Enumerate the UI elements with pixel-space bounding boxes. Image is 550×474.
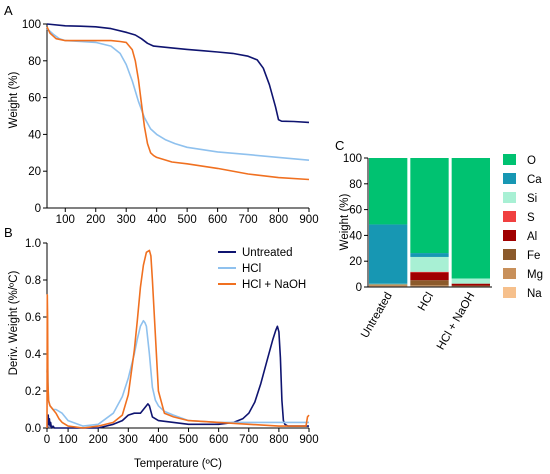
panel-b-x-tick-label: 500 — [179, 434, 198, 446]
bar-segment-o — [410, 158, 449, 254]
panel-b-y-tick-label: 0.6 — [25, 312, 41, 324]
legend-swatch-o — [503, 154, 516, 165]
panel-b-x-tick-label: 700 — [239, 434, 258, 446]
panel-b-x-tick-label: 200 — [89, 434, 108, 446]
legend-swatch-mg — [503, 268, 516, 279]
panel-b-plot: 0.0 0.2 0.4 0.6 0.8 1.0 0 100 200 300 400 500 600 700… — [25, 238, 319, 446]
bar-segment-fe — [451, 285, 490, 287]
legend-swatch-s — [503, 211, 516, 222]
panel-a-y-axis-title: Weight (%) — [8, 72, 20, 129]
bar-segment-o — [451, 158, 490, 279]
legend-label-fe: Fe — [527, 250, 540, 262]
panel-c-y-tick-label: 20 — [349, 256, 362, 268]
panel-c-category-label: Untreated — [359, 291, 395, 341]
panel-b-x-tick-label: 800 — [269, 434, 288, 446]
panel-a-x-tick-label: 700 — [238, 214, 257, 226]
legend-label-al: Al — [527, 231, 537, 243]
bar-segment-ca — [410, 253, 449, 257]
panel-a-x-tick-label: 400 — [147, 214, 166, 226]
panel-a-x-tick-label: 800 — [269, 214, 288, 226]
legend-swatch-al — [503, 230, 516, 241]
panel-a-series-hcl_naoh — [46, 26, 310, 181]
panel-b-series-untreated — [46, 325, 309, 429]
bar-segment-al — [451, 283, 490, 286]
panel-c-y-tick-label: 40 — [349, 230, 362, 242]
panel-b-legend: Untreated HCl HCl + NaOH — [218, 247, 306, 291]
panel-a-x-tick-label: 500 — [178, 214, 197, 226]
panel-c-y-tick-label: 60 — [349, 205, 362, 217]
legend-swatch-si — [503, 192, 516, 203]
bar-segment-o — [369, 158, 408, 225]
panel-a-y-tick-label: 80 — [28, 56, 41, 68]
bar-segment-mg — [451, 286, 490, 287]
panel-b-x-tick-label: 0 — [44, 434, 50, 446]
panel-b-y-tick-label: 0.0 — [25, 423, 41, 435]
legend-label-s: S — [527, 212, 535, 224]
legend-label-hcl: HCl — [242, 263, 261, 275]
bar-segment-al — [410, 272, 449, 281]
panel-c-category-label: HCl — [416, 291, 436, 314]
panel-b-y-tick-label: 0.2 — [25, 386, 41, 398]
panel-b-x-tick-label: 100 — [58, 434, 77, 446]
panel-a-y-tick-label: 0 — [35, 203, 41, 215]
bar-segment-si — [410, 256, 449, 272]
panel-a-x-tick-label: 600 — [208, 214, 227, 226]
panel-a-y-tick-label: 40 — [28, 129, 41, 141]
legend-swatch-ca — [503, 173, 516, 184]
legend-swatch-fe — [503, 249, 516, 260]
panel-a-series-untreated — [46, 23, 310, 124]
legend-label-mg: Mg — [527, 269, 543, 281]
bar-segment-si — [369, 283, 408, 285]
panel-b-label: B — [4, 225, 13, 240]
legend-label-na: Na — [527, 288, 542, 300]
bar-segment-mg — [369, 285, 408, 287]
panel-b-x-axis-title: Temperature (ºC) — [134, 458, 222, 470]
bar-segment-si — [451, 278, 490, 284]
panel-b-series-hcl_naoh — [46, 249, 310, 429]
panel-a-y-tick-label: 60 — [28, 93, 41, 105]
bar-segment-fe — [410, 280, 449, 286]
panel-a-x-tick-label: 900 — [299, 214, 318, 226]
bar-segment-ca — [369, 224, 408, 284]
legend-label-hcl-naoh: HCl + NaOH — [242, 279, 306, 291]
panel-b-y-tick-label: 1.0 — [25, 238, 41, 250]
panel-b-y-tick-label: 0.4 — [25, 349, 42, 361]
panel-c-y-tick-label: 80 — [349, 179, 362, 191]
panel-b-series-hcl — [46, 319, 309, 427]
panel-c-category-label: HCl + NaOH — [435, 291, 478, 353]
panel-c-y-axis-title: Weight (%) — [339, 194, 351, 251]
panel-a-x-tick-label: 300 — [117, 214, 136, 226]
panel-b-y-tick-label: 0.8 — [25, 275, 41, 287]
panel-a-x-tick-label: 200 — [86, 214, 105, 226]
panel-a-x-tick-label: 100 — [56, 214, 75, 226]
panel-b-x-tick-label: 300 — [119, 434, 138, 446]
legend-label-ca: Ca — [527, 174, 542, 186]
panel-a-y-tick-label: 100 — [22, 19, 41, 31]
panel-b-x-tick-label: 900 — [299, 434, 318, 446]
panel-a-label: A — [4, 3, 13, 18]
panel-c-y-tick-label: 0 — [356, 282, 362, 294]
panel-b-x-tick-label: 400 — [149, 434, 168, 446]
bar-segment-s — [410, 271, 449, 273]
bar-segment-fe — [369, 284, 408, 286]
panel-c-y-tick-label: 100 — [343, 153, 362, 165]
panel-b-y-axis-title: Deriv. Weight (%/ºC) — [8, 270, 20, 375]
legend-label-si: Si — [527, 193, 537, 205]
panel-b-x-tick-label: 600 — [209, 434, 228, 446]
legend-label-o: O — [527, 155, 536, 167]
panel-a-plot: 0 20 40 60 80 100 100 200 300 400 500 600 700 800 900 — [22, 19, 319, 226]
bar-segment-mg — [410, 285, 449, 287]
legend-label-untreated: Untreated — [242, 247, 293, 259]
panel-c-label: C — [335, 138, 344, 153]
legend-swatch-na — [503, 287, 516, 298]
panel-a-y-tick-label: 20 — [28, 166, 41, 178]
